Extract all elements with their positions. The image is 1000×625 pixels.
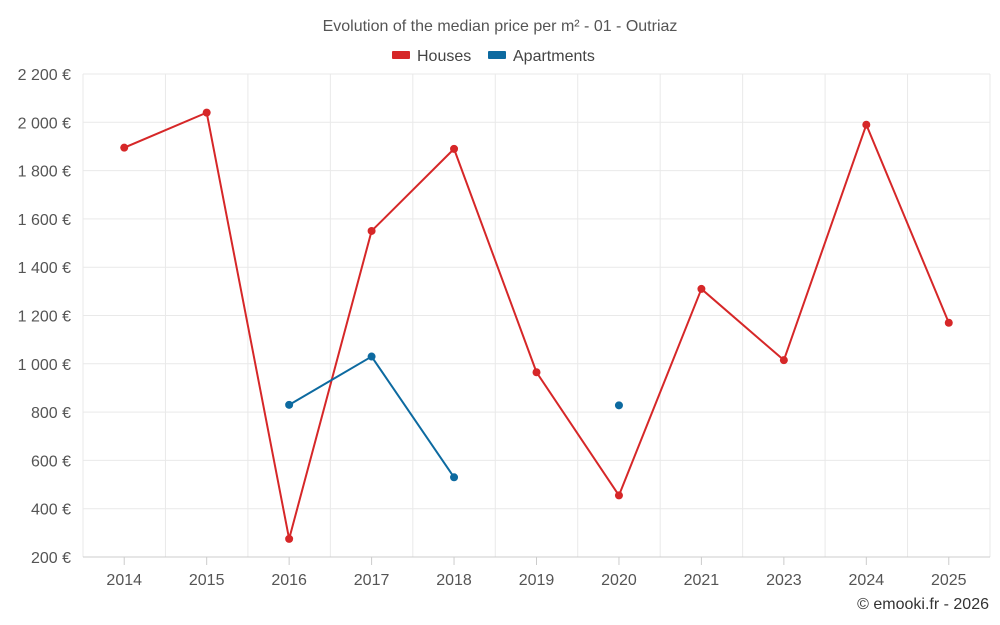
apartments-point[interactable] bbox=[367, 352, 376, 361]
credit-text: © emooki.fr - 2026 bbox=[857, 596, 989, 613]
x-tick-label: 2017 bbox=[354, 572, 390, 589]
grid-lines bbox=[82, 73, 991, 558]
legend-item-houses[interactable]: Houses bbox=[392, 48, 471, 65]
houses-point[interactable] bbox=[614, 491, 623, 500]
x-tick-label: 2016 bbox=[271, 572, 307, 589]
houses-point[interactable] bbox=[697, 284, 706, 293]
legend: Houses Apartments bbox=[392, 48, 595, 65]
y-tick-label: 1 000 € bbox=[18, 357, 71, 374]
x-tick-label: 2023 bbox=[766, 572, 802, 589]
x-tick-label: 2019 bbox=[519, 572, 555, 589]
houses-point[interactable] bbox=[944, 318, 953, 327]
y-tick-label: 800 € bbox=[31, 405, 71, 422]
legend-item-apartments[interactable]: Apartments bbox=[488, 48, 595, 65]
y-tick-label: 1 800 € bbox=[18, 164, 71, 181]
y-tick-label: 1 200 € bbox=[18, 309, 71, 326]
y-tick-label: 2 000 € bbox=[18, 115, 71, 132]
apartments-point[interactable] bbox=[450, 473, 459, 482]
houses-point[interactable] bbox=[862, 120, 871, 129]
apartments-point[interactable] bbox=[285, 400, 294, 409]
x-tick-label: 2015 bbox=[189, 572, 225, 589]
x-tick-label: 2021 bbox=[684, 572, 720, 589]
houses-point[interactable] bbox=[120, 143, 129, 152]
houses-point[interactable] bbox=[779, 356, 788, 365]
y-tick-label: 600 € bbox=[31, 453, 71, 470]
apartments-line bbox=[288, 355, 456, 479]
y-axis: 200 € 400 € 600 € 800 € 1 000 € 1 200 € 1 400 … bbox=[18, 67, 71, 567]
houses-point[interactable] bbox=[367, 226, 376, 235]
legend-label: Houses bbox=[417, 48, 471, 65]
x-axis: 2014 2015 2016 2017 2018 2019 2020 2021 2023 2024… bbox=[83, 556, 990, 589]
houses-point[interactable] bbox=[450, 144, 459, 153]
legend-label: Apartments bbox=[513, 48, 595, 65]
y-tick-label: 200 € bbox=[31, 550, 71, 567]
houses-point[interactable] bbox=[532, 368, 541, 377]
x-tick-label: 2025 bbox=[931, 572, 967, 589]
chart-title: Evolution of the median price per m² - 0… bbox=[323, 18, 678, 35]
apartments-point[interactable] bbox=[614, 401, 623, 410]
y-tick-label: 1 400 € bbox=[18, 260, 71, 277]
legend-swatch bbox=[488, 51, 506, 59]
y-tick-label: 400 € bbox=[31, 502, 71, 519]
x-tick-label: 2018 bbox=[436, 572, 472, 589]
houses-point[interactable] bbox=[202, 108, 211, 117]
x-tick-label: 2020 bbox=[601, 572, 637, 589]
x-tick-label: 2024 bbox=[849, 572, 885, 589]
houses-point[interactable] bbox=[285, 534, 294, 543]
series-group bbox=[120, 108, 953, 543]
y-tick-label: 1 600 € bbox=[18, 212, 71, 229]
y-tick-label: 2 200 € bbox=[18, 67, 71, 84]
legend-swatch bbox=[392, 51, 410, 59]
x-tick-label: 2014 bbox=[106, 572, 142, 589]
